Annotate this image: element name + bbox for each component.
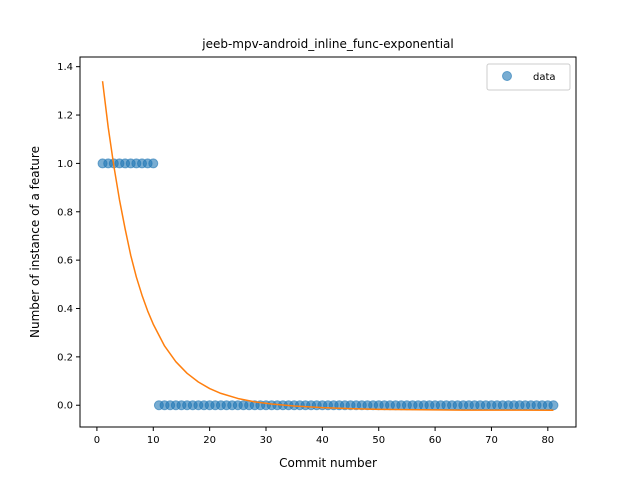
- x-tick-label: 10: [147, 435, 160, 446]
- x-axis: 0 10 20 30 40 50 60 70 80: [94, 427, 554, 446]
- x-tick-label: 30: [260, 435, 273, 446]
- x-tick-label: 0: [94, 435, 100, 446]
- x-tick-label: 80: [541, 435, 554, 446]
- legend: data: [486, 63, 571, 91]
- y-tick-label: 0.0: [57, 401, 73, 412]
- x-tick-label: 20: [203, 435, 216, 446]
- chart-title: jeeb-mpv-android_inline_func-exponential: [201, 37, 454, 51]
- axes-frame: [79, 56, 577, 428]
- y-tick-label: 1.4: [57, 62, 73, 73]
- x-tick-label: 70: [485, 435, 498, 446]
- y-axis-title: Number of instance of a feature: [28, 146, 42, 338]
- y-tick-label: 0.2: [57, 352, 73, 363]
- y-tick-label: 0.6: [57, 256, 73, 267]
- fit-curve-line: [101, 81, 554, 412]
- legend-marker-data: [502, 71, 512, 81]
- data-point: [548, 400, 559, 411]
- plot-area: [97, 81, 559, 412]
- x-tick-label: 50: [372, 435, 385, 446]
- x-tick-label: 60: [429, 435, 442, 446]
- x-axis-title: Commit number: [279, 456, 377, 470]
- y-tick-label: 0.8: [57, 207, 73, 218]
- y-tick-label: 0.4: [57, 304, 73, 315]
- data-point: [148, 158, 159, 169]
- y-tick-label: 1.0: [57, 159, 73, 170]
- x-tick-label: 40: [316, 435, 329, 446]
- legend-label-data: data: [533, 72, 556, 83]
- y-tick-label: 1.2: [57, 111, 73, 122]
- legend-box: [486, 63, 571, 91]
- y-axis: 0.0 0.2 0.4 0.6 0.8 1.0 1.2 1.4: [57, 62, 80, 412]
